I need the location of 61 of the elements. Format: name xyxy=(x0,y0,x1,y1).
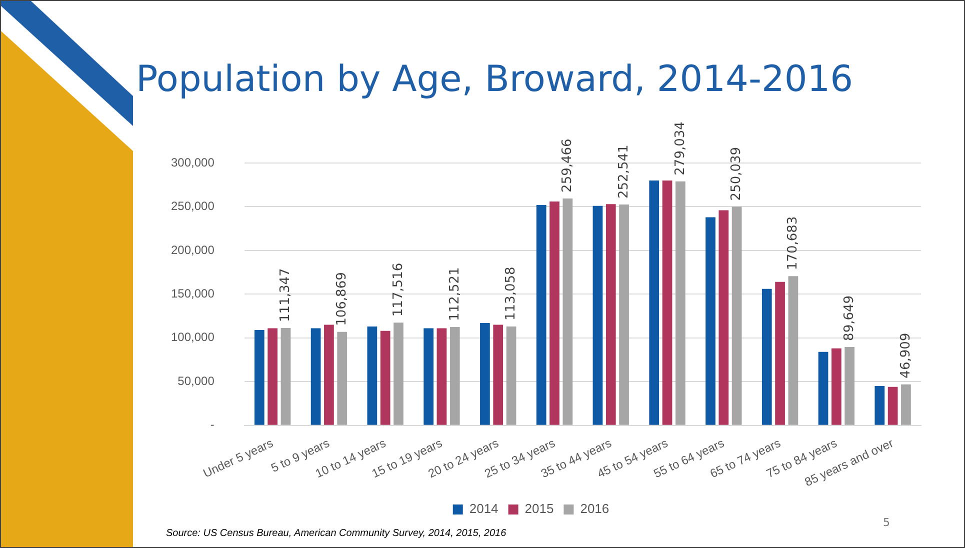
bar xyxy=(874,386,885,425)
bar xyxy=(592,206,603,425)
bar xyxy=(706,217,716,425)
bar xyxy=(662,180,672,425)
data-label: 113,058 xyxy=(504,266,519,320)
bar xyxy=(450,326,460,425)
data-label: 252,541 xyxy=(616,144,632,199)
y-tick-label: 200,000 xyxy=(170,242,215,257)
data-label: 259,466 xyxy=(560,138,576,192)
bar xyxy=(818,352,828,425)
bar xyxy=(562,198,573,425)
bar xyxy=(901,384,911,425)
bar xyxy=(888,386,898,425)
bar xyxy=(550,201,560,425)
y-tick-label: 100,000 xyxy=(170,330,215,344)
y-tick-label: 250,000 xyxy=(170,199,215,214)
y-tick-label: - xyxy=(210,418,214,432)
data-label: 112,521 xyxy=(447,267,462,321)
bar xyxy=(718,210,729,425)
bar xyxy=(268,328,278,425)
data-label: 117,516 xyxy=(390,262,406,317)
data-label: 46,909 xyxy=(898,332,914,378)
bar xyxy=(424,328,434,425)
bar xyxy=(280,328,291,425)
bar xyxy=(831,348,842,425)
bar xyxy=(324,324,334,425)
source-note: Source: US Census Bureau, American Community Survey, 2014, 2015, 2016 xyxy=(166,528,506,539)
bar xyxy=(480,323,490,425)
bar xyxy=(675,181,686,425)
bar xyxy=(337,332,348,425)
bar xyxy=(254,330,264,425)
bar xyxy=(762,288,772,425)
data-label: 170,683 xyxy=(786,216,801,270)
y-tick-label: 150,000 xyxy=(170,286,215,300)
bar xyxy=(493,324,504,425)
bar xyxy=(606,204,616,425)
bar xyxy=(536,204,546,425)
bar xyxy=(649,180,660,425)
text: 5 xyxy=(883,516,890,529)
bar xyxy=(506,326,516,425)
bar xyxy=(310,328,321,425)
bar xyxy=(619,204,629,425)
chart-title: Population by Age, Broward, 2014-2016 xyxy=(136,59,854,100)
bar xyxy=(380,330,390,425)
bar xyxy=(732,206,742,425)
y-tick-label: 300,000 xyxy=(170,155,215,170)
data-label: 111,347 xyxy=(278,268,294,322)
data-label: 279,034 xyxy=(672,122,688,176)
legend-label: 2016 xyxy=(580,501,610,516)
bar xyxy=(775,282,785,425)
y-tick-label: 50,000 xyxy=(178,374,215,388)
legend-label: 2014 xyxy=(469,501,498,516)
bar xyxy=(788,276,798,425)
legend-label: 2015 xyxy=(524,501,554,516)
data-label: 106,869 xyxy=(334,272,350,326)
bar xyxy=(394,322,404,425)
data-label: 89,649 xyxy=(842,295,857,341)
bar xyxy=(436,328,447,425)
bar xyxy=(844,346,855,425)
bar xyxy=(367,326,378,425)
data-label: 250,039 xyxy=(729,146,744,201)
